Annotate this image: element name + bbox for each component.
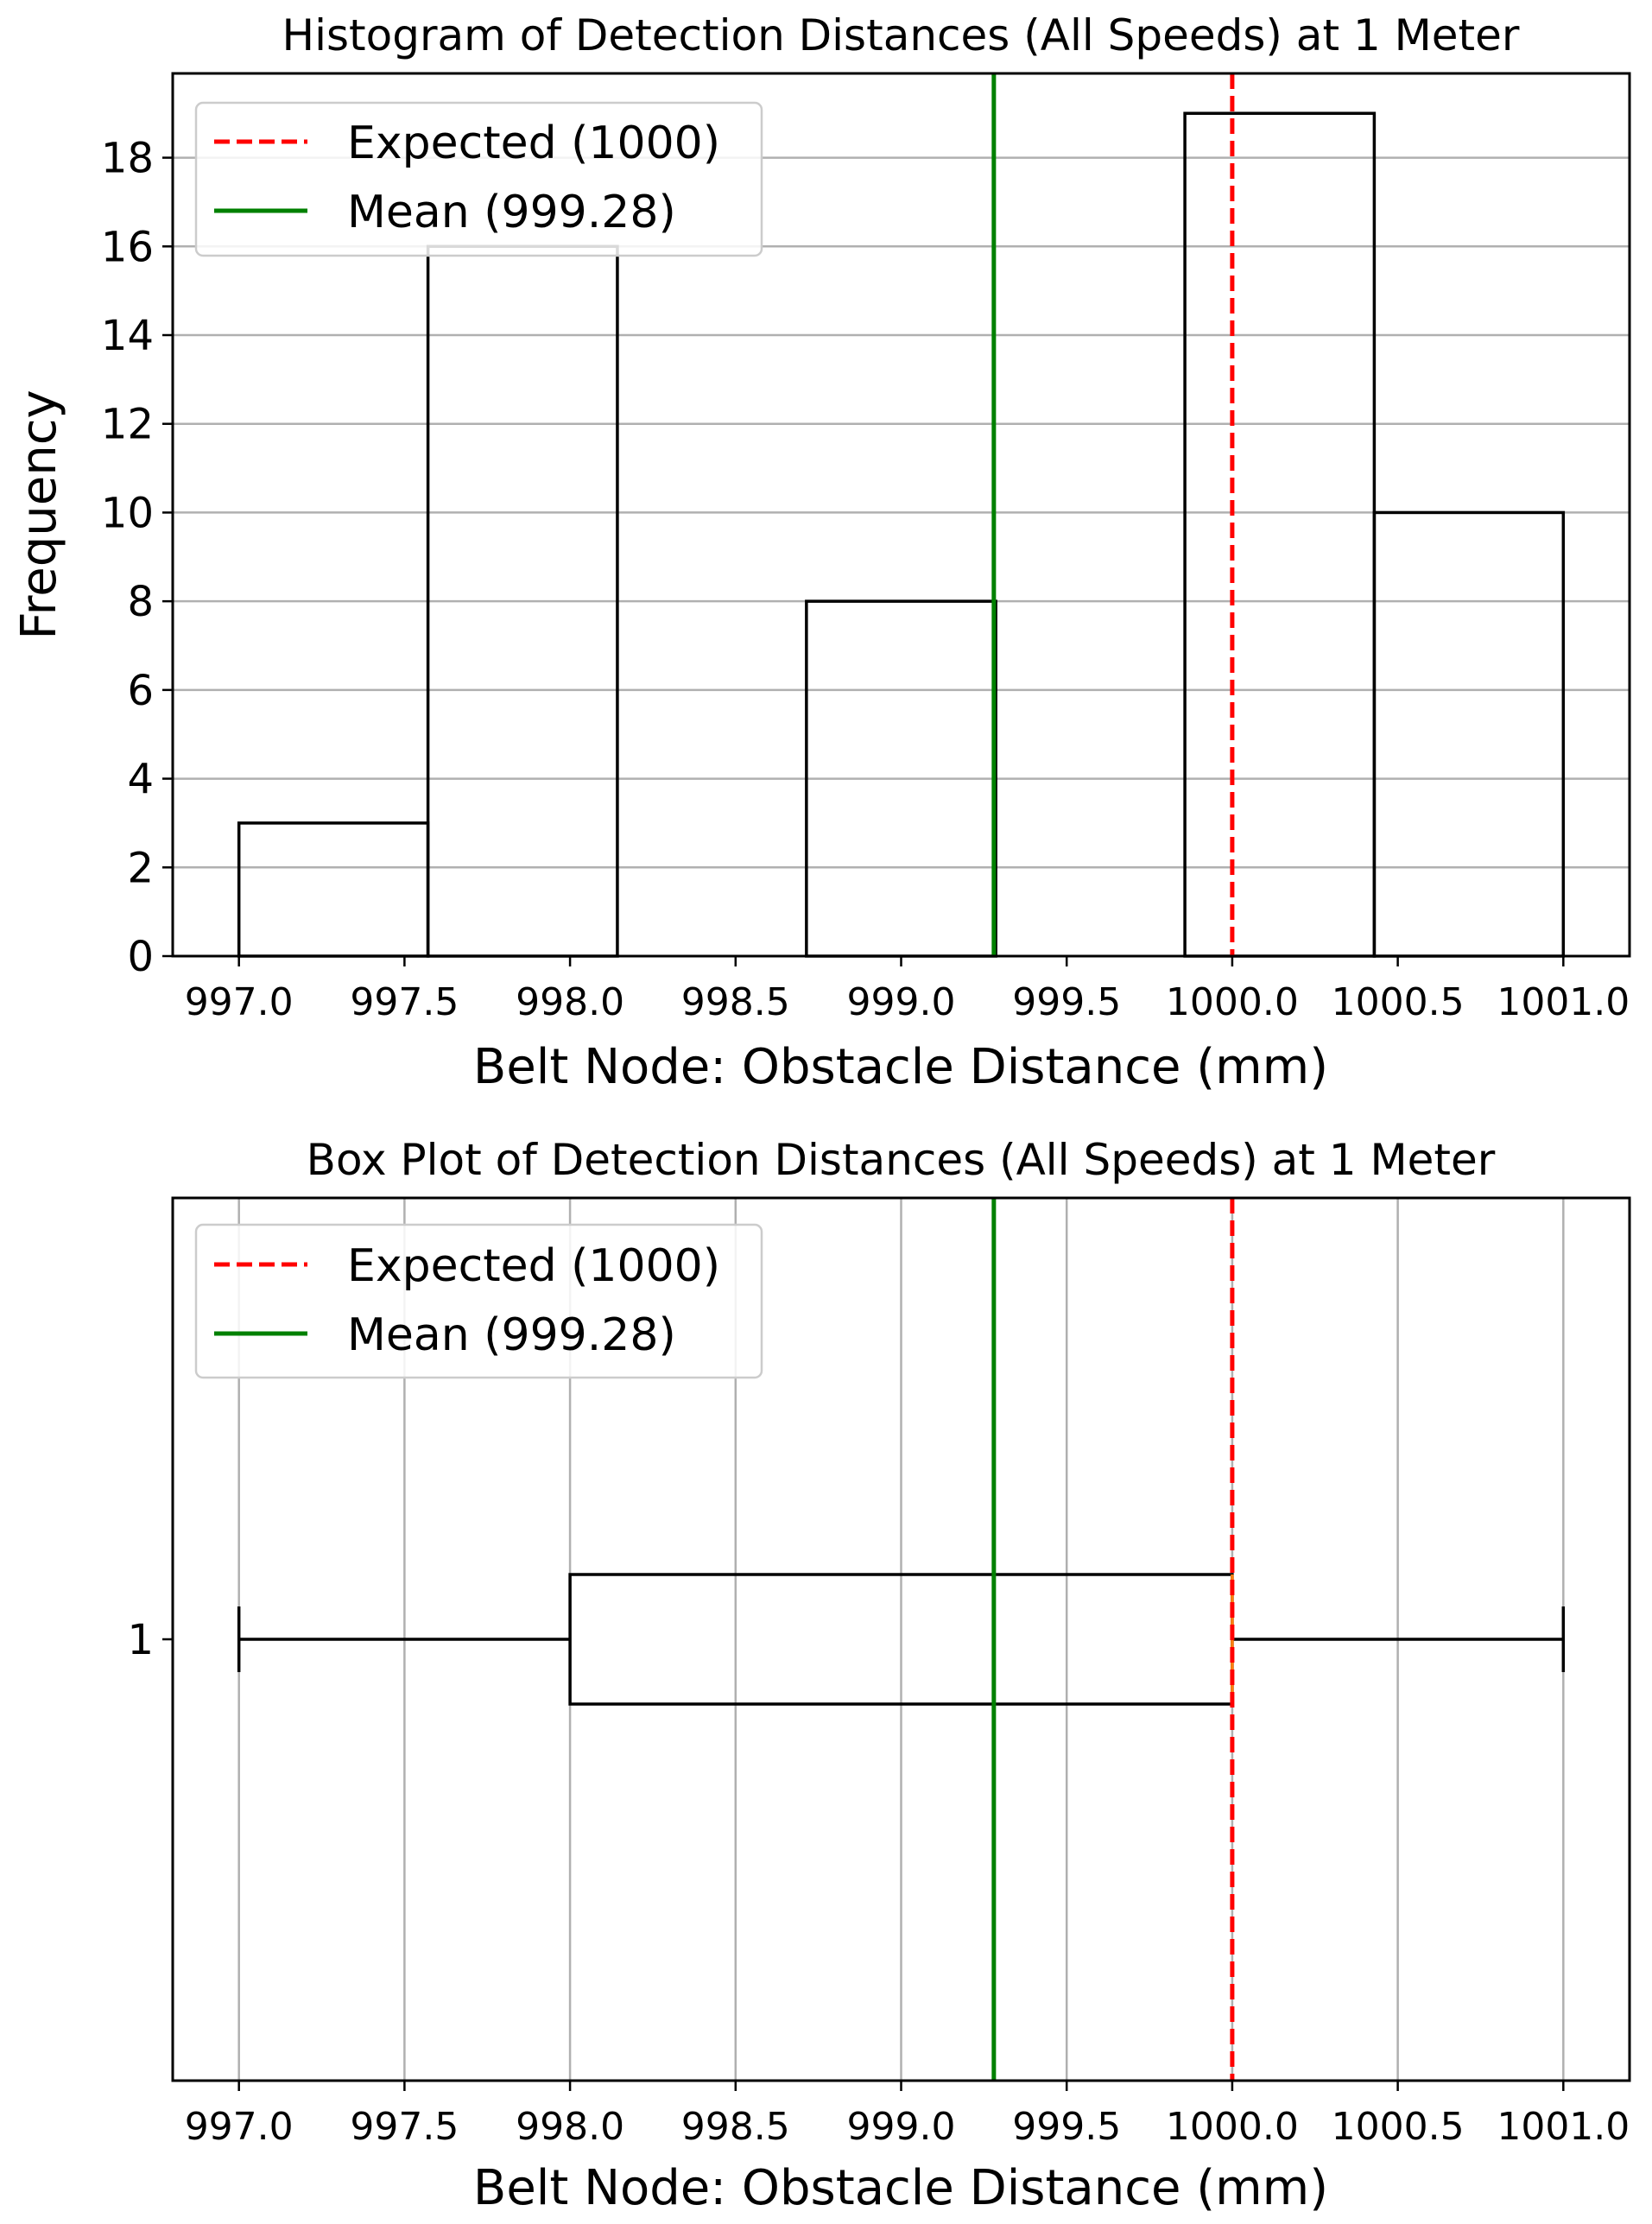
histogram-legend-mean-label: Mean (999.28)	[347, 187, 676, 238]
histogram-x-tick-label: 999.0	[847, 980, 956, 1024]
boxplot-reference-lines	[991, 1198, 1235, 2081]
histogram-x-ticks: 997.0 997.5 998.0 998.5 999.0 999.5 1000.0 1000…	[185, 956, 1630, 1024]
histogram-x-tick-label: 998.0	[516, 980, 624, 1024]
boxplot-y-ticks: 1	[127, 1616, 173, 1664]
histogram-panel: Histogram of Detection Distances (All Sp…	[11, 10, 1631, 1095]
histogram-x-axis-label: Belt Node: Obstacle Distance (mm)	[473, 1039, 1328, 1095]
histogram-legend: Expected (1000) Mean (999.28)	[194, 101, 763, 257]
histogram-y-axis-label: Frequency	[11, 390, 67, 639]
histogram-x-tick-label: 1001.0	[1497, 980, 1630, 1024]
boxplot-legend-expected-label: Expected (1000)	[347, 1240, 720, 1292]
boxplot-x-tick-label: 999.0	[847, 2105, 956, 2149]
boxplot-x-tick-label: 998.0	[516, 2105, 624, 2149]
boxplot-x-tick-label: 1001.0	[1497, 2105, 1630, 2149]
histogram-y-tick-label: 4	[127, 756, 154, 804]
boxplot-x-tick-label: 999.5	[1012, 2105, 1121, 2149]
boxplot-legend: Expected (1000) Mean (999.28)	[194, 1223, 763, 1379]
histogram-y-tick-label: 14	[101, 312, 154, 360]
boxplot-x-tick-label: 1000.0	[1166, 2105, 1299, 2149]
boxplot-legend-box	[194, 1223, 763, 1379]
histogram-x-tick-label: 998.5	[681, 980, 790, 1024]
histogram-y-ticks: 0 2 4 6 8 10 12 14 16 18	[101, 135, 173, 981]
histogram-y-tick-label: 8	[127, 578, 154, 626]
histogram-x-tick-label: 999.5	[1012, 980, 1121, 1024]
boxplot-x-tick-label: 997.0	[185, 2105, 294, 2149]
boxplot-x-ticks: 997.0 997.5 998.0 998.5 999.0 999.5 1000.0 1000…	[185, 2081, 1630, 2149]
histogram-y-tick-label: 12	[101, 401, 154, 449]
histogram-y-tick-label: 2	[127, 844, 154, 892]
histogram-title: Histogram of Detection Distances (All Sp…	[282, 10, 1520, 60]
histogram-y-tick-label: 10	[101, 489, 154, 537]
histogram-y-tick-label: 0	[127, 933, 154, 981]
boxplot-x-tick-label: 1000.5	[1332, 2105, 1465, 2149]
boxplot-x-tick-label: 998.5	[681, 2105, 790, 2149]
histogram-reference-lines	[991, 73, 1235, 956]
histogram-y-tick-label: 16	[101, 223, 154, 271]
histogram-x-tick-label: 1000.0	[1166, 980, 1299, 1024]
boxplot-panel: Box Plot of Detection Distances (All Spe…	[127, 1135, 1631, 2216]
boxplot-x-axis-label: Belt Node: Obstacle Distance (mm)	[473, 2160, 1328, 2216]
boxplot-x-tick-label: 997.5	[350, 2105, 459, 2149]
boxplot-y-tick-label: 1	[127, 1616, 154, 1664]
boxplot-legend-mean-label: Mean (999.28)	[347, 1309, 676, 1361]
histogram-y-tick-label: 18	[101, 135, 154, 183]
histogram-x-tick-label: 997.0	[185, 980, 294, 1024]
histogram-x-tick-label: 997.5	[350, 980, 459, 1024]
boxplot-title: Box Plot of Detection Distances (All Spe…	[307, 1135, 1496, 1185]
histogram-legend-box	[194, 101, 763, 257]
histogram-legend-expected-label: Expected (1000)	[347, 117, 720, 169]
histogram-x-tick-label: 1000.5	[1332, 980, 1465, 1024]
histogram-y-tick-label: 6	[127, 667, 154, 715]
